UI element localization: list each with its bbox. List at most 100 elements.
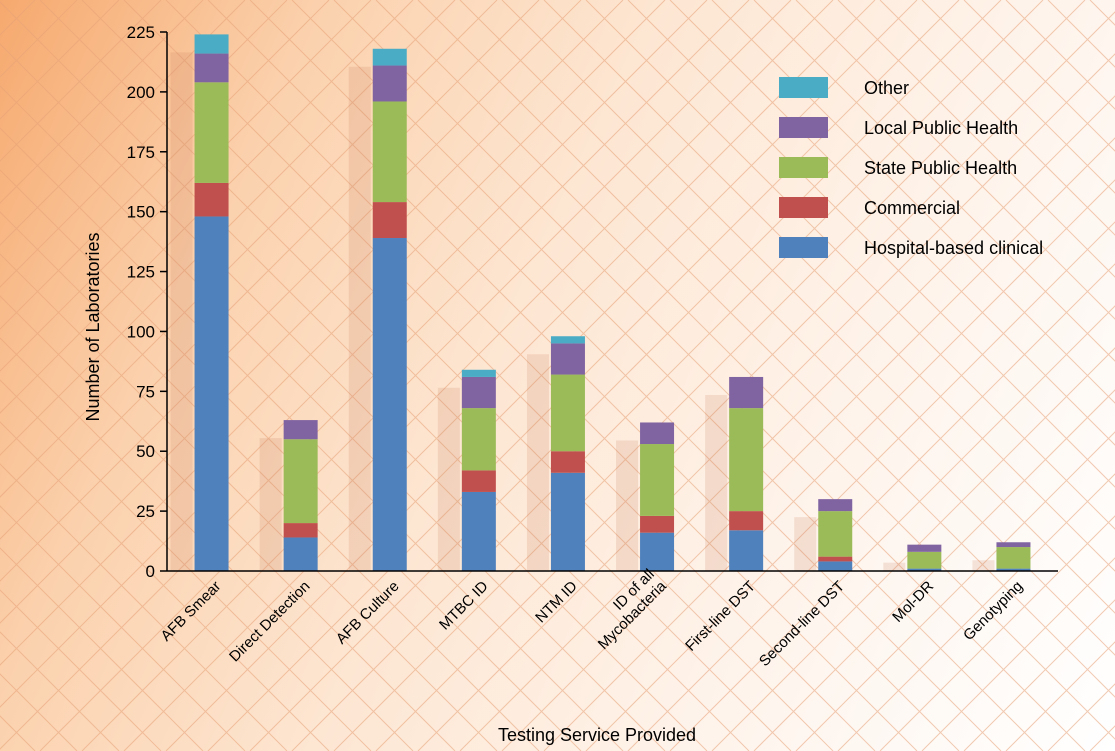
y-tick-label: 50 [136, 442, 155, 461]
bar-segment-state-public-health [640, 444, 675, 516]
x-tick-label: NTM ID [532, 578, 581, 627]
hatch-line [543, 179, 1115, 751]
hatch-line [0, 0, 498, 498]
bar-segment-other [194, 34, 229, 54]
legend-swatch [779, 237, 828, 258]
hatch-line [753, 0, 1115, 362]
bar-segment-local-public-health [729, 376, 764, 409]
x-tick-label-line: AFB Smear [158, 578, 225, 645]
hatch-line [0, 589, 162, 751]
hatch-line [0, 0, 708, 708]
legend-swatch [779, 117, 828, 138]
bar-segment-hospital-based-clinical [907, 568, 942, 571]
legend-label: Commercial [864, 198, 960, 218]
bar-shadow [259, 438, 282, 571]
x-tick-label-line: AFB Culture [333, 578, 403, 648]
bar-segment-state-public-health [461, 408, 496, 471]
bar-segment-local-public-health [372, 65, 407, 102]
hatch-line [501, 137, 1115, 751]
x-tick-label: AFB Smear [158, 578, 225, 645]
hatch-line [837, 0, 1115, 278]
hatch-line [0, 463, 288, 751]
bar-segment-commercial [372, 202, 407, 239]
bar-segment-local-public-health [640, 422, 675, 445]
bar-segment-commercial [729, 511, 764, 531]
x-tick-label: AFB Culture [333, 578, 403, 648]
legend-label: Hospital-based clinical [864, 238, 1043, 258]
bar-segment-hospital-based-clinical [283, 537, 318, 571]
y-tick-label: 75 [136, 382, 155, 401]
x-tick-label-line: MTBC ID [436, 578, 492, 634]
hatch-line [0, 505, 246, 751]
y-tick-label: 200 [127, 83, 155, 102]
x-tick-label: Second-line DST [756, 578, 848, 670]
hatch-line [0, 379, 372, 751]
hatch-line [585, 221, 1115, 751]
bar-shadow [170, 52, 193, 571]
bar-segment-hospital-based-clinical [996, 568, 1031, 571]
x-tick-label: ID of allMycobacteria [583, 565, 671, 653]
bar-segment-hospital-based-clinical [550, 472, 585, 571]
bar-segment-state-public-health [996, 547, 1031, 569]
legend-label: Other [864, 78, 909, 98]
bar-segment-hospital-based-clinical [640, 532, 675, 571]
legend-swatch [779, 197, 828, 218]
hatch-line [0, 0, 288, 288]
hatch-line [711, 347, 1115, 751]
bar-segment-local-public-health [996, 542, 1031, 548]
x-tick-label: Direct Detection [226, 578, 313, 665]
bar-segment-hospital-based-clinical [194, 216, 229, 572]
x-tick-label: First-line DST [682, 578, 759, 655]
x-tick-label: Genotyping [960, 578, 1026, 644]
hatch-line [39, 0, 792, 751]
hatch-line [837, 473, 1115, 751]
bar-segment-state-public-health [729, 408, 764, 512]
bar-segment-local-public-health [818, 499, 853, 512]
bar-segment-local-public-health [461, 376, 496, 409]
hatch-line [795, 0, 1115, 320]
hatch-line [0, 0, 246, 246]
hatch-line [0, 0, 414, 414]
hatch-line [0, 0, 204, 204]
bars-layer [170, 34, 1031, 572]
hatch-line [0, 421, 330, 751]
hatch-line [0, 0, 456, 456]
hatch-line [921, 0, 1115, 194]
hatch-line [963, 0, 1115, 152]
hatch-line [0, 0, 162, 162]
x-tick-label-line: First-line DST [682, 578, 759, 655]
x-tick-label-line: Second-line DST [756, 578, 848, 670]
hatch-line [879, 0, 1115, 236]
legend-label: Local Public Health [864, 118, 1018, 138]
hatch-line [0, 0, 624, 624]
bar-segment-hospital-based-clinical [372, 238, 407, 572]
y-tick-label: 0 [146, 562, 155, 581]
bar-segment-commercial [550, 451, 585, 473]
bar-segment-hospital-based-clinical [461, 491, 496, 571]
y-tick-label: 150 [127, 203, 155, 222]
hatch-line [627, 263, 1115, 751]
y-tick-label: 225 [127, 23, 155, 42]
hatch-line [333, 0, 1086, 751]
bar-shadow [437, 387, 460, 571]
x-tick-label-line: Direct Detection [226, 578, 313, 665]
bar-segment-hospital-based-clinical [818, 561, 853, 571]
hatch-line [249, 0, 1002, 751]
x-tick-label: Mol-DR [889, 578, 937, 626]
bar-shadow [348, 66, 371, 571]
y-tick-label: 125 [127, 263, 155, 282]
bar-shadow [972, 560, 995, 571]
bar-shadow [526, 354, 549, 571]
hatch-line [417, 53, 1115, 751]
bar-segment-commercial [640, 515, 675, 533]
y-axis-title: Number of Laboratories [83, 232, 103, 421]
hatch-line [375, 11, 1115, 751]
legend-swatch [779, 157, 828, 178]
hatch-line [0, 547, 204, 751]
bar-segment-state-public-health [372, 101, 407, 203]
y-tick-label: 175 [127, 143, 155, 162]
bar-shadow [883, 562, 906, 571]
